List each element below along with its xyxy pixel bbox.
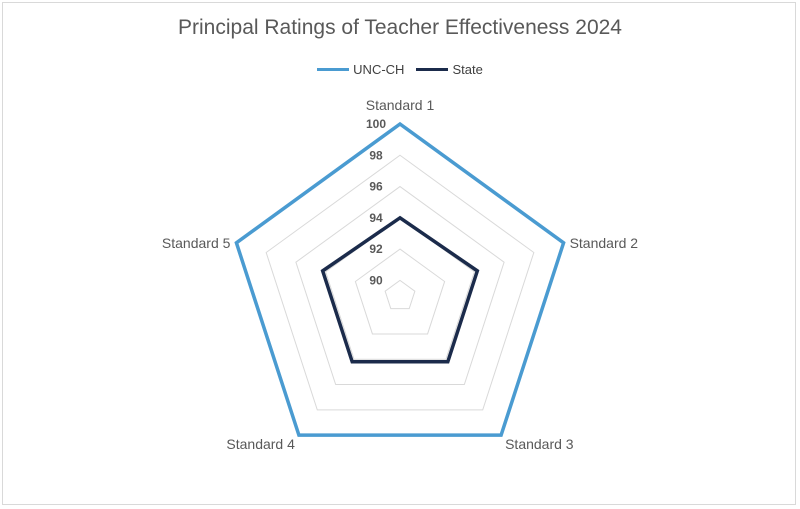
tick-label-98: 98	[369, 148, 383, 162]
series-line-unc-ch	[234, 121, 566, 437]
legend-item-state: State	[416, 62, 483, 77]
series-line-state	[320, 215, 480, 364]
gridline-92	[354, 248, 446, 335]
legend-label-unc-ch: UNC-CH	[353, 62, 405, 77]
legend-swatch-state	[416, 68, 449, 71]
tick-label-92: 92	[369, 242, 383, 256]
tick-label-96: 96	[369, 180, 383, 194]
legend-swatch-unc-ch	[317, 68, 350, 71]
chart-title: Principal Ratings of Teacher Effectivene…	[178, 16, 622, 39]
gridline-90	[384, 279, 416, 310]
gridline-96	[295, 185, 505, 386]
category-label-standard-1: Standard 1	[366, 97, 435, 113]
category-label-standard-4: Standard 4	[226, 436, 295, 452]
tick-label-90: 90	[369, 273, 383, 287]
tick-label-94: 94	[369, 211, 383, 225]
category-label-standard-3: Standard 3	[505, 436, 574, 452]
legend-label-state: State	[452, 62, 483, 77]
gridline-98	[265, 154, 535, 411]
legend: UNC-CH State	[0, 62, 800, 77]
tick-label-100: 100	[366, 117, 386, 131]
gridline-94	[325, 217, 475, 360]
category-label-standard-2: Standard 2	[570, 235, 639, 251]
category-label-standard-5: Standard 5	[162, 235, 231, 251]
legend-item-unc-ch: UNC-CH	[317, 62, 404, 77]
